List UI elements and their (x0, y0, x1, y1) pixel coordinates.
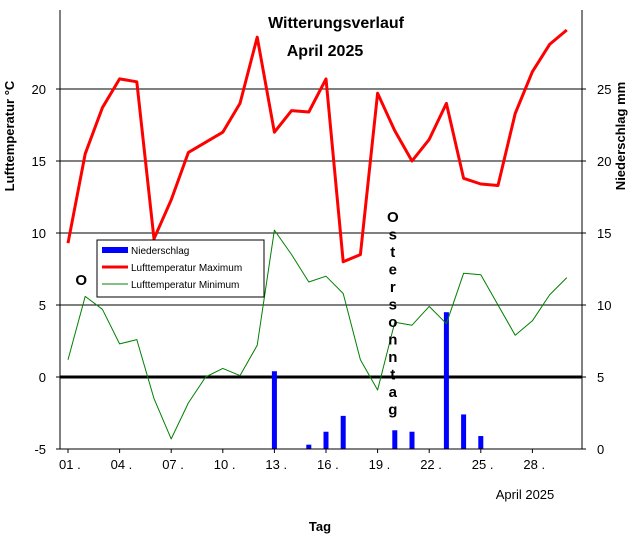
x-axis-note: April 2025 (496, 487, 555, 502)
legend-entry: Lufttemperatur Maximum (131, 263, 242, 274)
annotation-char: t (390, 244, 395, 261)
x-tick-label: 07 . (162, 457, 184, 472)
legend-entry: Niederschlag (131, 246, 189, 257)
y-right-tick-label: 15 (597, 226, 611, 241)
y-left-tick-label: 20 (32, 82, 46, 97)
annotation-char: a (389, 384, 398, 401)
x-tick-label: 01 . (59, 457, 81, 472)
y-axis-left-label: Lufttemperatur °C (2, 80, 17, 191)
precipitation-bar (409, 431, 415, 449)
y-left-tick-label: -5 (34, 442, 46, 457)
y-axis-right-label: Niederschlag mm (613, 82, 628, 190)
y-axis-left-ticks: -5 0 5 10 15 20 (32, 82, 60, 457)
precipitation-bar (340, 415, 346, 449)
x-tick-label: 28 . (523, 457, 545, 472)
series-line-minimum (67, 229, 568, 440)
precipitation-bar (306, 444, 312, 449)
x-axis-label: Tag (309, 519, 331, 534)
x-tick-label: 16 . (317, 457, 339, 472)
plot-frame (59, 10, 583, 450)
annotation-char: n (388, 349, 397, 366)
y-right-tick-label: 25 (597, 82, 611, 97)
annotation-char: r (390, 279, 396, 296)
chart-title: Witterungsverlauf (268, 15, 405, 32)
y-left-tick-label: 10 (32, 226, 46, 241)
annotation-o: O (75, 272, 87, 289)
legend-entry: Lufttemperatur Minimum (131, 280, 239, 291)
annotation-char: g (388, 402, 397, 419)
annotation-char: s (389, 227, 397, 244)
precipitation-bar (323, 431, 329, 449)
legend: Niederschlag Lufttemperatur Maximum Luftte… (96, 239, 265, 298)
y-right-tick-label: 10 (597, 298, 611, 313)
annotation-char: o (388, 314, 397, 331)
chart-subtitle: April 2025 (287, 43, 364, 60)
x-axis-ticks: 01 . 04 . 07 . 10 . 13 . 16 . 19 . 22 . 25 . 28 . (59, 449, 545, 472)
grid-lines (60, 88, 582, 379)
annotation-char: n (388, 332, 397, 349)
precipitation-bars (271, 312, 484, 449)
x-tick-label: 10 . (214, 457, 236, 472)
precipitation-bar (478, 436, 484, 449)
precipitation-bar (443, 312, 449, 449)
annotation-char: O (387, 209, 399, 226)
y-left-tick-label: 15 (32, 154, 46, 169)
y-axis-right-ticks: 0 5 10 15 20 25 (582, 82, 611, 457)
y-left-tick-label: 0 (39, 370, 46, 385)
x-tick-label: 19 . (369, 457, 391, 472)
annotation-char: t (390, 367, 395, 384)
y-left-tick-label: 5 (39, 298, 46, 313)
series-line-maximum (66, 28, 568, 264)
y-right-tick-label: 20 (597, 154, 611, 169)
temperature-lines (66, 28, 568, 440)
x-tick-label: 04 . (111, 457, 133, 472)
legend-swatch-precipitation (102, 247, 128, 253)
x-tick-label: 22 . (420, 457, 442, 472)
annotation-char: e (389, 262, 397, 279)
precipitation-bar (461, 414, 467, 449)
x-tick-label: 25 . (472, 457, 494, 472)
annotation-char: s (389, 297, 397, 314)
y-right-tick-label: 5 (597, 370, 604, 385)
precipitation-bar (392, 430, 398, 449)
annotations: OO s t e r s o n n t a g (75, 209, 399, 419)
y-right-tick-label: 0 (597, 442, 604, 457)
precipitation-bar (271, 371, 277, 449)
x-tick-label: 13 . (265, 457, 287, 472)
